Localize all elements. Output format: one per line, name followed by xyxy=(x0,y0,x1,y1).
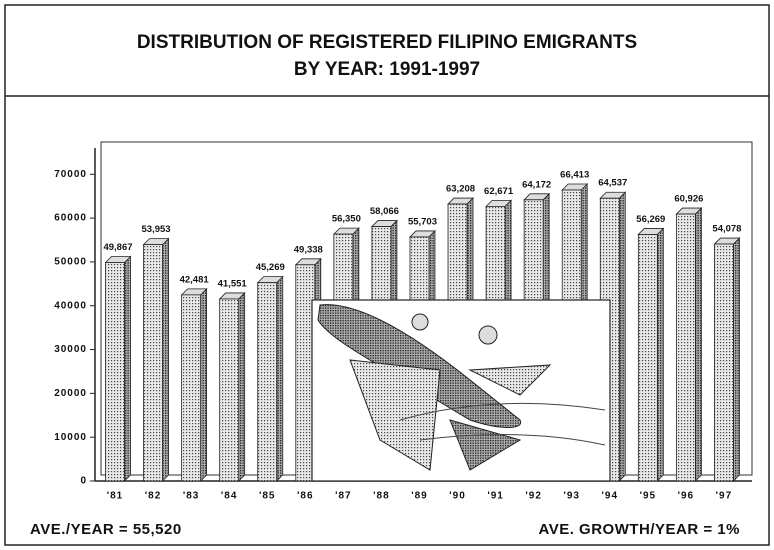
bar-group xyxy=(142,237,170,482)
bar xyxy=(257,282,278,482)
x-tick-label: '95 xyxy=(640,491,657,502)
value-label: 42,481 xyxy=(180,274,210,285)
bar xyxy=(143,244,163,482)
x-tick-label: '90 xyxy=(449,491,466,502)
plane-tail xyxy=(468,364,552,396)
bar-group xyxy=(675,207,703,482)
value-label: 45,269 xyxy=(256,262,285,273)
bar xyxy=(714,243,734,482)
outer-frame xyxy=(4,4,770,546)
bar-group xyxy=(637,227,665,482)
y-tick-label: 10000 xyxy=(54,432,87,443)
swoosh xyxy=(399,402,606,446)
value-label: 64,172 xyxy=(522,179,551,190)
bar-group xyxy=(180,287,208,482)
bar-side xyxy=(694,207,702,482)
chart-title: DISTRIBUTION OF REGISTERED FILIPINO EMIG… xyxy=(137,32,637,53)
bar-side xyxy=(238,291,246,482)
x-tick-label: '97 xyxy=(716,491,733,502)
x-tick-label: '85 xyxy=(259,491,276,502)
bar xyxy=(181,294,202,482)
person-head xyxy=(411,313,429,331)
value-label: 56,350 xyxy=(332,214,361,225)
bar-side xyxy=(733,237,740,482)
x-tick-label: '88 xyxy=(373,491,390,502)
value-label: 54,078 xyxy=(712,224,741,235)
bar-side xyxy=(618,191,626,482)
value-label: 63,208 xyxy=(446,184,475,195)
bar-group xyxy=(218,291,246,482)
y-tick-label: 50000 xyxy=(54,257,87,268)
y-tick-label: 70000 xyxy=(54,169,87,180)
value-label: 58,066 xyxy=(370,206,399,217)
bar-group xyxy=(104,255,132,482)
illustration xyxy=(311,299,611,482)
bar xyxy=(105,262,125,482)
annotation: AVE. GROWTH/YEAR = 1% xyxy=(538,521,740,538)
y-tick-label: 30000 xyxy=(54,344,87,355)
bar-side xyxy=(200,287,208,482)
value-label: 55,703 xyxy=(408,216,437,227)
x-tick-label: '84 xyxy=(221,491,238,502)
value-label: 53,953 xyxy=(142,224,171,235)
value-label: 62,671 xyxy=(484,186,514,197)
x-tick-label: '94 xyxy=(602,491,619,502)
plane-body xyxy=(317,304,522,428)
bar-side xyxy=(162,237,169,482)
bar-group xyxy=(256,275,284,482)
x-tick-label: '81 xyxy=(107,491,124,502)
y-tick-label: 20000 xyxy=(54,388,87,399)
bar-side xyxy=(276,275,284,482)
annotation: AVE./YEAR = 55,520 xyxy=(30,521,182,538)
x-tick-label: '93 xyxy=(563,491,580,502)
bar xyxy=(637,234,658,482)
bar-side xyxy=(124,255,131,482)
x-tick-label: '89 xyxy=(411,491,428,502)
value-label: 56,269 xyxy=(636,214,665,225)
x-tick-label: '91 xyxy=(487,491,504,502)
person-head xyxy=(478,325,498,345)
y-tick-label: 40000 xyxy=(54,300,87,311)
chart-title: BY YEAR: 1991-1997 xyxy=(294,59,480,80)
value-label: 64,537 xyxy=(598,178,627,189)
bar-group xyxy=(713,237,741,482)
x-tick-label: '96 xyxy=(678,491,695,502)
y-tick-label: 60000 xyxy=(54,213,87,224)
value-label: 41,551 xyxy=(218,278,248,289)
plane-fin xyxy=(449,419,522,471)
value-label: 60,926 xyxy=(674,194,703,205)
value-label: 66,413 xyxy=(560,170,589,181)
value-label: 49,867 xyxy=(103,242,132,253)
bar xyxy=(219,298,240,482)
bar-side xyxy=(656,227,664,482)
x-tick-label: '92 xyxy=(525,491,542,502)
x-tick-label: '83 xyxy=(183,491,200,502)
plane-wing xyxy=(349,359,441,471)
value-label: 49,338 xyxy=(294,244,323,255)
x-tick-label: '82 xyxy=(145,491,162,502)
y-tick-label: 0 xyxy=(80,476,87,487)
bar xyxy=(675,213,696,482)
x-tick-label: '87 xyxy=(335,491,352,502)
x-tick-label: '86 xyxy=(297,491,314,502)
